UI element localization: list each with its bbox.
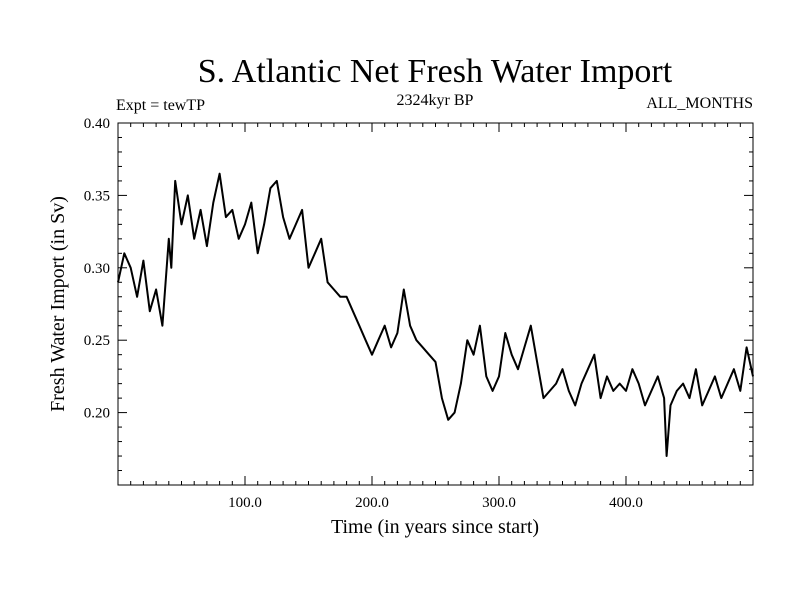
tick-group	[118, 123, 753, 485]
x-axis-label: Time (in years since start)	[331, 516, 539, 538]
y-tick-label: 0.40	[84, 116, 110, 132]
y-tick-label: 0.30	[84, 261, 110, 277]
months-label: ALL_MONTHS	[646, 95, 753, 112]
experiment-label: Expt = tewTP	[116, 97, 205, 114]
y-tick-label: 0.20	[84, 406, 110, 422]
y-tick-label: 0.35	[84, 188, 110, 204]
x-tick-label: 400.0	[609, 495, 643, 511]
x-tick-label: 300.0	[482, 495, 516, 511]
tick-label-group: 100.0 200.0 300.0 400.0 0.20 0.25 0.30 0.35 0.40	[84, 116, 643, 511]
fresh-water-import-series-line	[117, 172, 754, 457]
y-axis-label: Fresh Water Import (in Sv)	[47, 196, 69, 412]
period-label: 2324kyr BP	[397, 92, 474, 109]
x-tick-label: 200.0	[355, 495, 389, 511]
x-tick-label: 100.0	[228, 495, 262, 511]
chart-title: S. Atlantic Net Fresh Water Import	[198, 53, 673, 90]
y-tick-label: 0.25	[84, 333, 110, 349]
plot-frame	[117, 122, 754, 486]
